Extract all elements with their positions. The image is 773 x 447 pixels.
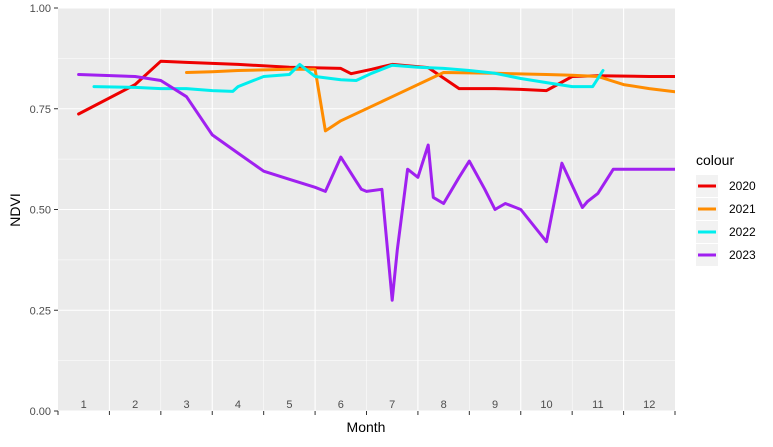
legend-label: 2023: [729, 248, 756, 262]
x-tick-label: 1: [81, 399, 87, 411]
x-tick-label: 8: [441, 399, 447, 411]
legend: colour 2020 2021 2022 2023: [696, 152, 756, 266]
series-line-2022: [92, 62, 605, 93]
x-tick-label: 7: [389, 399, 395, 411]
series-line-2023: [77, 73, 675, 302]
legend-label: 2022: [729, 225, 756, 239]
legend-title: colour: [696, 152, 734, 168]
series-line-2021: [185, 67, 675, 133]
legend-item-2020: 2020: [696, 175, 756, 197]
x-axis-title: Month: [347, 419, 386, 435]
x-tick-label: 4: [235, 399, 241, 411]
legend-item-2022: 2022: [696, 221, 756, 243]
x-tick-label: 5: [286, 399, 292, 411]
legend-label: 2020: [729, 179, 756, 193]
y-tick-label: 1.00: [30, 3, 51, 15]
y-tick-label: 0.00: [30, 406, 51, 418]
legend-item-2023: 2023: [696, 244, 756, 266]
y-axis-ticks: 0.00 0.25 0.50 0.75 1.00: [30, 3, 58, 418]
series-lines: [77, 59, 675, 302]
x-axis-ticks: 1 2 3 4 5 6 7 8 9 10 11 12: [57, 399, 676, 415]
y-axis-title: NDVI: [7, 193, 23, 226]
x-tick-label: 10: [540, 399, 552, 411]
legend-label: 2021: [729, 202, 756, 216]
x-tick-label: 9: [492, 399, 498, 411]
y-tick-label: 0.75: [30, 104, 51, 116]
y-tick-label: 0.50: [30, 205, 51, 217]
x-tick-label: 11: [592, 399, 603, 411]
x-tick-label: 2: [132, 399, 138, 411]
y-tick-label: 0.25: [30, 305, 51, 317]
x-tick-label: 6: [338, 399, 344, 411]
x-tick-label: 12: [643, 399, 655, 411]
legend-item-2021: 2021: [696, 198, 756, 220]
x-tick-label: 3: [183, 399, 189, 411]
